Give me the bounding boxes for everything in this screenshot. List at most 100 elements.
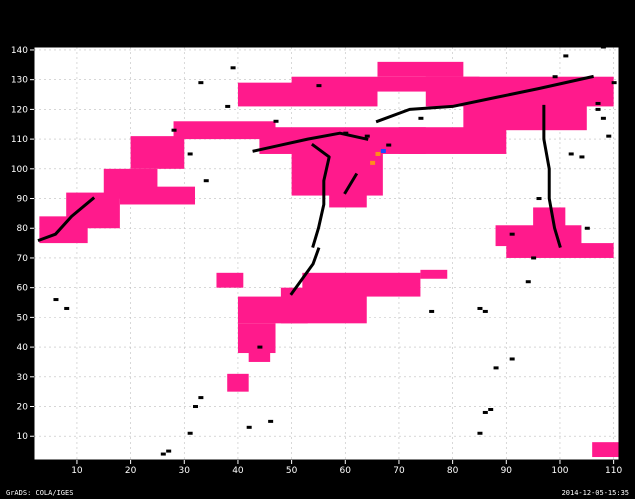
pink-region-block: [463, 97, 587, 131]
plot-frame: [33, 46, 620, 461]
black-data-point: [584, 226, 590, 230]
black-data-point: [343, 131, 349, 135]
black-data-point: [257, 345, 263, 349]
black-data-point: [579, 155, 585, 159]
y-tick-label: 90: [17, 195, 29, 205]
y-tick-label: 130: [11, 76, 28, 86]
black-data-point: [364, 134, 370, 138]
black-data-point: [198, 81, 204, 85]
footer-left-text: GrADS: COLA/IGES: [6, 489, 73, 497]
x-tick-label: 80: [447, 466, 459, 476]
black-data-point: [160, 452, 166, 456]
x-tick-label: 70: [393, 466, 405, 476]
black-data-point: [418, 116, 424, 120]
black-region-path: [37, 196, 96, 243]
black-data-point: [525, 280, 531, 284]
black-data-point: [611, 81, 617, 85]
black-data-point: [595, 107, 601, 111]
pink-region-block: [329, 192, 367, 208]
black-data-point: [386, 143, 392, 147]
pink-region-block: [506, 243, 614, 258]
pink-region-block: [377, 61, 464, 77]
black-data-point: [477, 431, 483, 435]
sparse-data-point: [375, 151, 381, 156]
black-data-point: [509, 357, 515, 361]
pink-region-block: [119, 186, 196, 205]
y-tick-label: 80: [17, 224, 29, 234]
pink-region-block: [130, 136, 185, 169]
pink-region-block: [39, 216, 88, 244]
x-tick-label: 110: [605, 466, 622, 476]
pink-region-block: [259, 127, 426, 154]
black-region-path: [310, 142, 331, 248]
x-tick-label: 100: [551, 466, 568, 476]
black-data-point: [531, 256, 537, 260]
footer-right-text: 2014-12-05-15:35: [562, 489, 629, 497]
pink-region-block: [173, 121, 276, 140]
x-tick-label: 90: [501, 466, 513, 476]
x-tick-label: 20: [125, 466, 137, 476]
x-tick-label: 50: [286, 466, 298, 476]
black-data-point: [273, 119, 279, 123]
black-data-point: [316, 84, 322, 88]
black-data-point: [187, 152, 193, 156]
black-data-point: [246, 425, 252, 429]
x-tick-label: 10: [71, 466, 83, 476]
black-data-point: [493, 366, 499, 370]
y-tick-label: 140: [11, 46, 28, 56]
y-tick-label: 60: [17, 284, 29, 294]
black-region-path: [542, 104, 562, 248]
pink-region-block: [533, 207, 566, 229]
black-data-point: [429, 309, 435, 313]
pink-region-block: [291, 150, 383, 196]
black-region-layer: [37, 45, 617, 456]
y-tick-label: 20: [17, 403, 29, 413]
black-region-path: [252, 131, 369, 153]
black-data-point: [64, 306, 70, 310]
black-data-point: [198, 396, 204, 400]
black-data-point: [268, 419, 274, 423]
black-data-point: [595, 101, 601, 105]
pink-region-block: [248, 347, 271, 362]
black-data-point: [563, 54, 569, 58]
x-tick-label: 40: [232, 466, 244, 476]
black-data-point: [482, 410, 488, 414]
black-data-point: [187, 431, 193, 435]
black-data-point: [477, 306, 483, 310]
sparse-data-point: [380, 148, 386, 153]
black-region-path: [343, 172, 359, 195]
black-region-path: [289, 247, 321, 296]
black-data-point: [166, 449, 172, 453]
sparse-marker-layer: [370, 148, 386, 165]
pink-region-block: [280, 287, 367, 324]
x-tick-label: 30: [179, 466, 191, 476]
black-data-point: [600, 116, 606, 120]
black-data-point: [225, 104, 231, 108]
black-data-point: [536, 197, 542, 201]
black-data-point: [488, 407, 494, 411]
pink-region-layer: [39, 61, 619, 458]
black-data-point: [203, 179, 209, 183]
y-tick-label: 50: [17, 313, 29, 323]
y-tick-label: 70: [17, 254, 29, 264]
y-tick-label: 120: [11, 105, 28, 115]
sparse-data-point: [370, 160, 376, 165]
y-tick-label: 40: [17, 343, 29, 353]
pink-region-block: [420, 269, 448, 279]
black-data-point: [53, 298, 59, 302]
black-data-point: [568, 152, 574, 156]
pink-region-block: [216, 272, 244, 288]
y-tick-label: 30: [17, 373, 29, 383]
black-region-path: [375, 74, 594, 124]
black-data-point: [509, 232, 515, 236]
pink-region-block: [592, 442, 619, 458]
y-tick-label: 10: [17, 432, 29, 442]
black-data-point: [482, 309, 488, 313]
y-tick-label: 100: [11, 165, 28, 175]
black-data-point: [230, 66, 236, 70]
black-data-point: [606, 134, 612, 138]
pink-region-block: [495, 225, 582, 247]
axis-layer: 10 20 30 40 50 60 70 80 90 100 110 10 20 30 40 50 60 70 80…: [11, 46, 623, 476]
y-tick-label: 110: [11, 135, 28, 145]
